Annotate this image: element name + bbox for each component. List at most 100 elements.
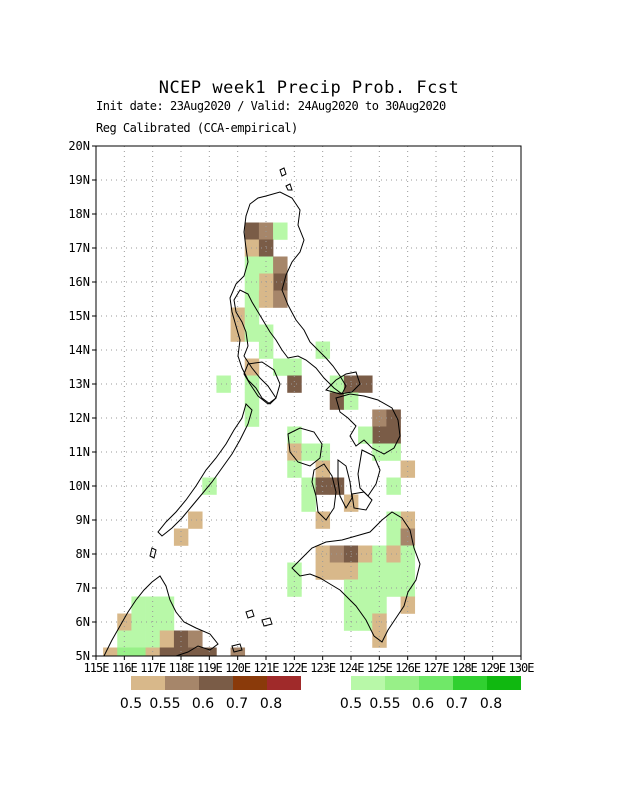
probability-cell xyxy=(173,630,189,648)
probability-cell xyxy=(244,256,260,274)
probability-cell xyxy=(131,647,146,656)
coastline-negros xyxy=(311,463,337,521)
lon-tick-label: 130E xyxy=(509,661,535,675)
lon-tick-label: 124E xyxy=(339,661,365,675)
probability-cell xyxy=(372,579,387,597)
map-title: NCEP week1 Precip Prob. Fcst xyxy=(158,78,460,98)
lat-tick-label: 14N xyxy=(68,343,90,357)
probability-cell xyxy=(358,579,373,597)
lat-tick-label: 5N xyxy=(76,649,90,663)
legend-label: 0.8 xyxy=(260,696,282,712)
lat-tick-label: 16N xyxy=(68,275,90,289)
lat-tick-label: 18N xyxy=(68,207,90,221)
probability-cell xyxy=(315,545,331,563)
lon-tick-label: 129E xyxy=(480,661,506,675)
probability-cell xyxy=(386,443,401,461)
probability-cell xyxy=(386,426,401,444)
probability-cell xyxy=(103,647,118,656)
lon-tick-label: 116E xyxy=(112,661,138,675)
legend-label: 0.6 xyxy=(412,696,434,712)
legend-label: 0.5 xyxy=(340,696,362,712)
legend-swatch xyxy=(487,676,521,690)
legend-swatch xyxy=(453,676,487,690)
probability-cell xyxy=(358,596,373,614)
probability-cell xyxy=(244,392,260,410)
legend-above-normal: 0.5 0.55 0.6 0.7 0.8 xyxy=(340,676,521,712)
probability-cell xyxy=(287,443,302,461)
lat-tick-label: 13N xyxy=(68,377,90,391)
legend-swatch xyxy=(165,676,199,690)
probability-cell xyxy=(386,409,401,427)
legend-label: 0.5 xyxy=(120,696,142,712)
probability-cell xyxy=(287,375,302,393)
probability-cell xyxy=(258,324,274,342)
probability-cell xyxy=(386,562,401,580)
coastlines xyxy=(103,167,421,656)
legend-label: 0.8 xyxy=(480,696,502,712)
lon-tick-label: 125E xyxy=(367,661,393,675)
legend-below-normal: 0.5 0.55 0.6 0.7 0.8 xyxy=(120,676,301,712)
probability-cell xyxy=(400,460,416,478)
probability-cell xyxy=(400,579,416,597)
coastline-luzon xyxy=(229,191,347,405)
probability-cell xyxy=(372,596,387,614)
coastline-sulu xyxy=(245,609,255,619)
coastline-samar xyxy=(335,393,401,455)
probability-cell xyxy=(188,647,203,656)
legend-label: 0.55 xyxy=(149,696,180,712)
probability-cell xyxy=(315,443,331,461)
probability-cell xyxy=(131,630,146,648)
probability-cell xyxy=(173,528,189,546)
probability-cell xyxy=(315,511,331,529)
probability-cells xyxy=(103,222,416,656)
probability-cell xyxy=(188,511,203,529)
probability-cell xyxy=(159,630,175,648)
probability-cell xyxy=(287,579,302,597)
coastline-mindoro xyxy=(243,361,281,405)
probability-cell xyxy=(372,613,387,631)
probability-cell xyxy=(329,562,345,580)
legend-swatch xyxy=(385,676,419,690)
probability-cell xyxy=(145,613,161,631)
probability-cell xyxy=(159,647,175,656)
map-gridlines xyxy=(96,146,521,656)
lat-tick-label: 9N xyxy=(76,513,90,527)
probability-cell xyxy=(386,579,401,597)
lon-tick-label: 117E xyxy=(140,661,166,675)
latitude-labels: 5N 6N 7N 8N 9N 10N 11N 12N 13N 14N 15N 16N 17N 18N 19N… xyxy=(68,139,96,663)
probability-cell xyxy=(386,477,401,495)
lat-tick-label: 11N xyxy=(68,445,90,459)
lon-tick-label: 127E xyxy=(424,661,450,675)
probability-cell xyxy=(386,528,401,546)
lon-tick-label: 126E xyxy=(395,661,421,675)
probability-cell xyxy=(343,494,359,512)
probability-cell xyxy=(315,341,331,359)
probability-cell xyxy=(287,426,302,444)
lat-tick-label: 8N xyxy=(76,547,90,561)
probability-cell xyxy=(287,358,302,376)
lon-tick-label: 120E xyxy=(225,661,251,675)
lat-tick-label: 10N xyxy=(68,479,90,493)
probability-cell xyxy=(386,511,401,529)
legend-label: 0.55 xyxy=(369,696,400,712)
probability-cell xyxy=(372,409,387,427)
map-subtitle-dates: Init date: 23Aug2020 / Valid: 24Aug2020 … xyxy=(96,99,446,113)
map-subtitle-method: Reg Calibrated (CCA-empirical) xyxy=(96,121,298,135)
lat-tick-label: 20N xyxy=(68,139,90,153)
legend-swatch xyxy=(351,676,385,690)
lat-tick-label: 7N xyxy=(76,581,90,595)
probability-cell xyxy=(372,630,387,648)
coastline-borneo xyxy=(103,575,219,656)
probability-cell xyxy=(301,494,316,512)
coastline-bicol xyxy=(325,371,361,395)
probability-cell xyxy=(188,630,203,648)
probability-cell xyxy=(358,375,373,393)
longitude-labels: 115E 116E 117E 118E 119E 120E 121E 122E 123E 124E… xyxy=(84,656,535,675)
coastline-mindanao xyxy=(291,511,421,643)
legend-swatch xyxy=(233,676,267,690)
probability-cell xyxy=(400,528,416,546)
lat-tick-label: 17N xyxy=(68,241,90,255)
probability-cell xyxy=(273,256,288,274)
probability-cell xyxy=(273,222,288,240)
probability-cell xyxy=(258,256,274,274)
